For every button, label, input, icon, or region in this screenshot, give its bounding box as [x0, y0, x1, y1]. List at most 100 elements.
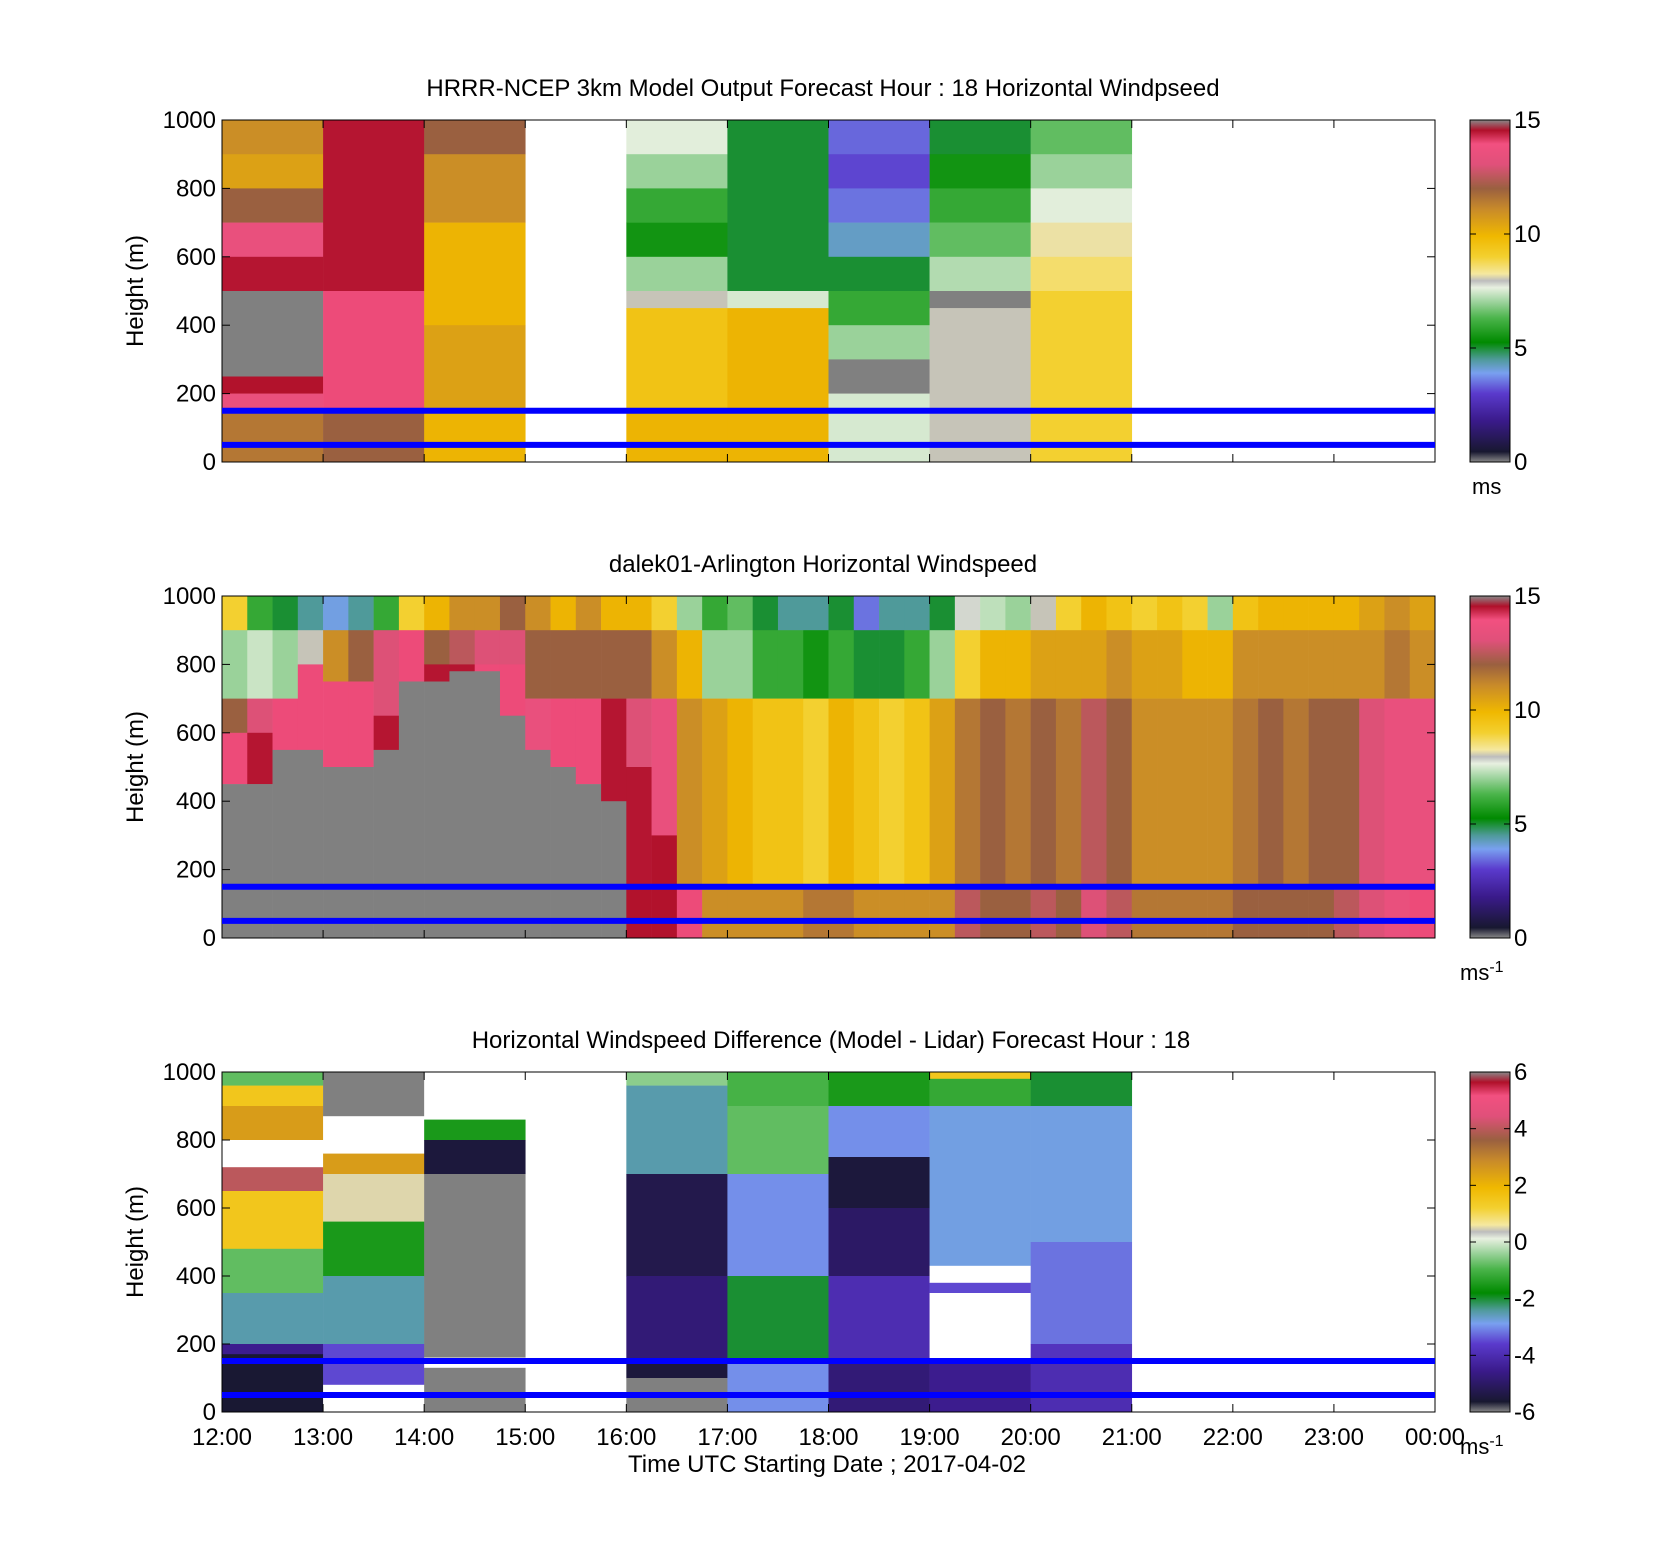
heatmap-cell — [1258, 886, 1284, 939]
panel-lidar-x-ticks — [221, 596, 1436, 938]
heatmap-cell — [828, 1072, 930, 1107]
heatmap-cell — [626, 308, 728, 411]
y-tick-label: 1000 — [163, 1059, 216, 1086]
heatmap-cell — [626, 1276, 728, 1362]
heatmap-cell — [222, 154, 324, 189]
heatmap-cell — [626, 767, 652, 887]
heatmap-cell — [449, 664, 476, 672]
heatmap-cell — [247, 630, 273, 699]
heatmap-cell — [1131, 596, 1158, 631]
heatmap-cell — [398, 630, 425, 682]
heatmap-cell — [449, 596, 476, 631]
x-tick-label: 00:00 — [1405, 1424, 1465, 1451]
heatmap-cell — [828, 1157, 930, 1209]
x-tick-label: 13:00 — [293, 1424, 353, 1451]
panel-lidar: dalek01-Arlington Horizontal Windspeed 0… — [122, 551, 1541, 985]
heatmap-cell — [954, 886, 981, 939]
panel-model-colorbar-unit: ms — [1472, 474, 1501, 499]
panel-difference-y-ticks: 0 200 400 600 800 1000 — [163, 1059, 1435, 1426]
heatmap-cell — [1359, 596, 1385, 631]
heatmap-cell — [222, 1191, 324, 1250]
y-tick-label: 200 — [176, 1331, 216, 1358]
heatmap-cell — [1030, 1106, 1133, 1243]
heatmap-cell — [323, 410, 425, 463]
heatmap-cell — [828, 1208, 930, 1277]
heatmap-cell — [323, 1276, 425, 1345]
heatmap-cell — [752, 596, 779, 631]
panel-difference-unit-exp: -1 — [1489, 1433, 1503, 1450]
heatmap-cell — [499, 715, 526, 939]
heatmap-cell — [727, 120, 829, 292]
heatmap-cell — [1157, 886, 1183, 939]
heatmap-cell — [929, 1078, 1031, 1107]
heatmap-cell — [1232, 596, 1259, 631]
heatmap-cell — [348, 681, 374, 768]
heatmap-cell — [676, 886, 703, 939]
panel-difference-title: Horizontal Windspeed Difference (Model -… — [472, 1027, 1191, 1054]
heatmap-cell — [1232, 630, 1259, 699]
heatmap-cell — [373, 749, 400, 939]
heatmap-cell — [222, 1248, 324, 1294]
heatmap-cell — [323, 1221, 425, 1277]
heatmap-cell — [424, 154, 526, 223]
heatmap-cell — [727, 1072, 829, 1107]
heatmap-cell — [1359, 698, 1385, 887]
x-tick-label: 16:00 — [596, 1424, 656, 1451]
heatmap-cell — [777, 698, 804, 887]
heatmap-cell — [1157, 630, 1183, 699]
heatmap-cell — [449, 630, 476, 665]
heatmap-cell — [1333, 596, 1360, 631]
heatmap-cell — [853, 886, 880, 939]
heatmap-cell — [272, 698, 299, 751]
heatmap-cell — [929, 256, 1031, 292]
heatmap-cell — [1258, 698, 1284, 887]
heatmap-cell — [1182, 596, 1208, 631]
heatmap-cell — [727, 1276, 829, 1362]
heatmap-cell — [575, 630, 602, 699]
colorbar-tick-label: -6 — [1514, 1399, 1535, 1426]
panel-model: HRRR-NCEP 3km Model Output Forecast Hour… — [122, 75, 1541, 499]
heatmap-cell — [1081, 630, 1107, 699]
heatmap-cell — [1308, 630, 1335, 699]
heatmap-cell — [550, 698, 577, 768]
heatmap-cell — [727, 291, 829, 309]
heatmap-cell — [954, 698, 981, 887]
heatmap-cell — [929, 698, 956, 887]
heatmap-cell — [1283, 886, 1309, 939]
colorbar-tick-label: 15 — [1514, 583, 1541, 610]
heatmap-cell — [727, 1361, 829, 1413]
heatmap-cell — [1207, 698, 1234, 887]
heatmap-cell — [676, 596, 703, 631]
heatmap-cell — [904, 596, 930, 631]
heatmap-cell — [323, 1384, 425, 1413]
heatmap-cell — [828, 393, 930, 463]
heatmap-cell — [222, 393, 324, 411]
heatmap-cell — [1030, 256, 1133, 292]
heatmap-cell — [323, 630, 349, 682]
heatmap-cell — [1258, 596, 1284, 631]
heatmap-cell — [222, 410, 324, 463]
heatmap-cell — [424, 630, 450, 665]
heatmap-cell — [1384, 630, 1411, 699]
heatmap-cell — [1308, 698, 1335, 887]
heatmap-cell — [1030, 1344, 1133, 1362]
heatmap-cell — [1030, 1072, 1133, 1107]
heatmap-cell — [929, 291, 1031, 309]
heatmap-cell — [879, 698, 905, 887]
heatmap-cell — [1131, 698, 1158, 887]
heatmap-cell — [828, 1361, 930, 1413]
heatmap-cell — [929, 1265, 1031, 1284]
heatmap-cell — [1030, 154, 1133, 189]
heatmap-cell — [550, 596, 577, 631]
panel-lidar-ylabel: Height (m) — [122, 711, 149, 823]
heatmap-cell — [348, 596, 374, 631]
heatmap-cell — [247, 596, 273, 631]
y-tick-label: 800 — [176, 175, 216, 202]
colorbar-tick-label: 5 — [1514, 335, 1527, 362]
heatmap-cell — [222, 222, 324, 258]
y-tick-label: 400 — [176, 312, 216, 339]
heatmap-cell — [424, 664, 450, 682]
heatmap-cell — [626, 256, 728, 292]
heatmap-cell — [1030, 630, 1057, 699]
heatmap-cell — [1283, 596, 1309, 631]
